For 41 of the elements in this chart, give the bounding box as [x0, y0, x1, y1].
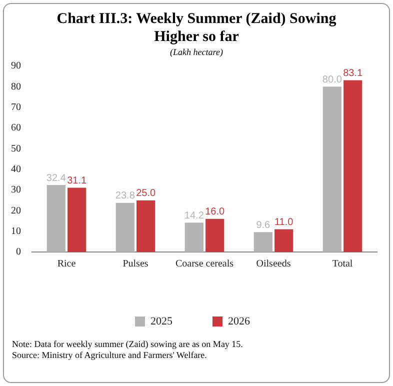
text: Note: Data for weekly summer (Zaid) sowing are as on May 15. [12, 339, 244, 350]
data-label: 31.1 [67, 175, 88, 186]
data-label: 83.1 [343, 68, 364, 80]
data-label: 11.0 [274, 217, 294, 228]
y-tick-label: 0 [16, 246, 21, 258]
bar [116, 202, 134, 252]
x-tick-label: Coarse cereals [175, 258, 234, 270]
bar [274, 229, 294, 252]
data-label: 14.2 [184, 210, 204, 222]
x-tick-label: Total [332, 258, 353, 270]
bar [322, 86, 342, 252]
data-label: 80.0 [322, 74, 342, 86]
bar [68, 188, 86, 252]
source-note: Source: Ministry of Agriculture and Farmers' Welfare. [12, 350, 208, 361]
data-label: 9.6 [256, 220, 271, 231]
bar [254, 232, 272, 252]
data-label: 32.4 [46, 172, 66, 184]
x-tick-label: Oilseeds [256, 258, 291, 270]
y-tick-label: 50 [11, 143, 21, 154]
y-tick-label: 60 [11, 122, 21, 134]
bar [136, 200, 156, 252]
x-tick-label: Pulses [122, 258, 148, 270]
y-tick-label: 20 [11, 205, 21, 216]
data-label: 25.0 [136, 188, 156, 200]
legend-label: 2025 [150, 315, 173, 328]
bar [46, 185, 66, 252]
bar [184, 222, 204, 252]
y-tick-label: 10 [11, 226, 21, 237]
data-label: 23.8 [115, 190, 136, 202]
y-tick-label: 80 [11, 81, 21, 92]
bar [344, 80, 362, 252]
bar [206, 218, 224, 252]
legend-label: 2026 [228, 315, 250, 328]
y-tick-label: 40 [11, 164, 21, 175]
y-tick-label: 30 [11, 184, 21, 196]
x-tick-label: Rice [57, 258, 76, 270]
y-tick-label: 90 [11, 60, 21, 72]
chart-title: Chart III.3: Weekly Summer (Zaid) Sowing Higher so far [56, 10, 338, 46]
data-label: 16.0 [205, 206, 226, 218]
y-tick-label: 70 [11, 102, 21, 113]
chart-subtitle: (Lakh hectare) [169, 47, 224, 57]
